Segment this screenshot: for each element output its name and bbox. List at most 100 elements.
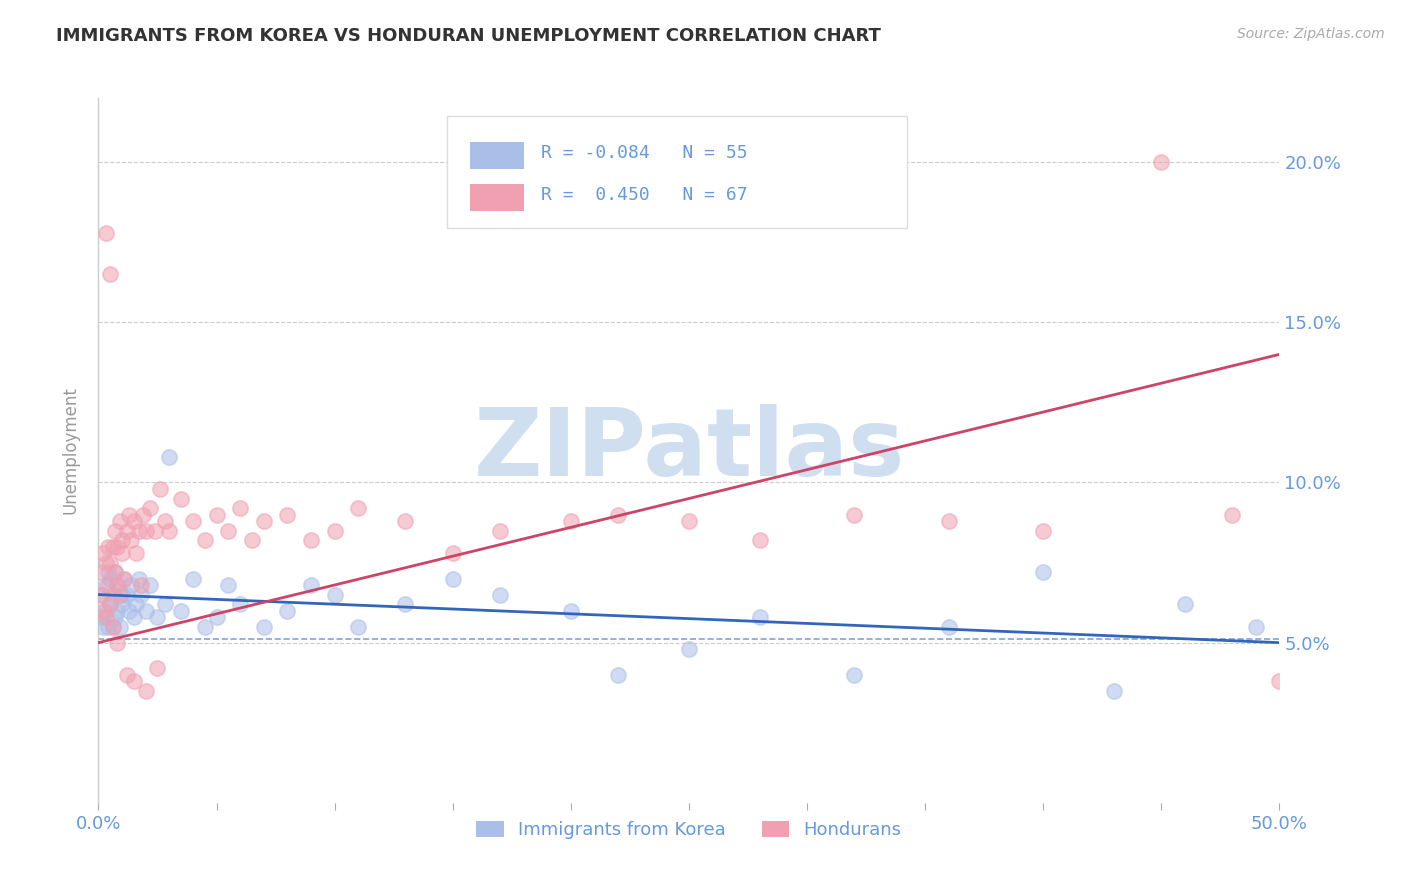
Point [105,635,128,649]
Point [98,572,121,586]
Point [105,578,128,592]
Point [229,501,252,516]
Point [139,501,162,516]
Point [98,597,121,611]
Point [205,610,228,624]
FancyBboxPatch shape [471,184,523,211]
Point [122,610,145,624]
Point [489,588,512,602]
Point [181,514,204,528]
Point [111,546,134,560]
Point [90,610,112,624]
Point [139,578,162,592]
Point [299,578,322,592]
Point [323,524,346,538]
Point [97,565,120,579]
Point [146,661,169,675]
Point [108,514,131,528]
Point [441,546,464,560]
Point [1174,597,1197,611]
Point [94,610,117,624]
Point [129,578,152,592]
Point [104,565,127,579]
Point [122,514,145,528]
Point [97,540,120,554]
Point [1220,508,1243,522]
Point [104,565,127,579]
Point [276,508,298,522]
Point [276,604,298,618]
Point [90,565,112,579]
Point [157,450,180,464]
Point [394,514,416,528]
Point [111,597,134,611]
Point [105,540,128,554]
Point [299,533,322,548]
Point [135,604,157,618]
Point [347,501,370,516]
Point [111,533,134,548]
Point [105,578,128,592]
Point [125,546,148,560]
Point [153,597,176,611]
Point [101,619,124,633]
Point [125,597,148,611]
Point [121,533,143,548]
Text: ZIPatlas: ZIPatlas [474,404,904,497]
Point [194,619,217,633]
Point [128,572,150,586]
Point [441,572,464,586]
Point [1032,524,1054,538]
Y-axis label: Unemployment: Unemployment [62,386,80,515]
Point [111,588,134,602]
Point [129,588,152,602]
Point [1032,565,1054,579]
Point [135,524,157,538]
Point [1268,674,1291,689]
Point [1150,155,1173,169]
FancyBboxPatch shape [471,142,523,169]
Point [560,514,582,528]
Point [240,533,263,548]
Point [748,610,770,624]
Point [118,604,141,618]
Point [229,597,252,611]
Text: R = -0.084   N = 55: R = -0.084 N = 55 [541,145,748,162]
Point [170,604,193,618]
Point [118,508,141,522]
Point [170,491,193,506]
Point [253,514,276,528]
Point [97,578,120,592]
Point [98,556,121,570]
Point [98,597,121,611]
Point [181,572,204,586]
Point [844,508,866,522]
Point [678,642,700,657]
Point [323,588,346,602]
Point [104,610,127,624]
Point [104,524,127,538]
Point [121,578,143,592]
Point [91,546,114,560]
Point [132,508,155,522]
Point [112,572,135,586]
Point [938,514,960,528]
Point [94,556,117,570]
Point [91,588,114,602]
Point [135,683,157,698]
Point [94,604,117,618]
FancyBboxPatch shape [447,116,907,228]
Point [217,524,239,538]
Point [938,619,960,633]
Point [91,604,114,618]
Point [217,578,239,592]
Point [115,524,138,538]
Point [112,572,135,586]
Point [607,508,630,522]
Point [347,619,370,633]
Point [153,514,176,528]
Point [205,508,228,522]
Legend: Immigrants from Korea, Hondurans: Immigrants from Korea, Hondurans [470,814,908,847]
Point [98,268,121,282]
Point [157,524,180,538]
